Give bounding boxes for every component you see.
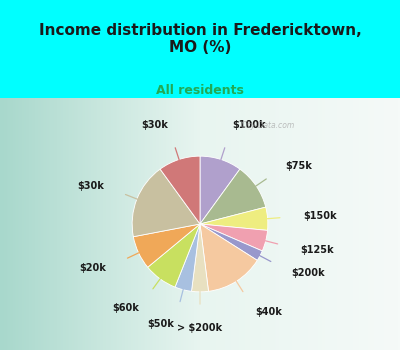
Wedge shape bbox=[200, 224, 257, 291]
Text: $30k: $30k bbox=[77, 181, 104, 191]
Text: $60k: $60k bbox=[112, 303, 139, 313]
Text: $100k: $100k bbox=[232, 120, 266, 131]
Wedge shape bbox=[132, 169, 200, 237]
Wedge shape bbox=[200, 224, 262, 260]
Text: > $200k: > $200k bbox=[178, 323, 222, 332]
Wedge shape bbox=[148, 224, 200, 287]
Wedge shape bbox=[200, 224, 268, 251]
Wedge shape bbox=[160, 156, 200, 224]
Wedge shape bbox=[200, 156, 240, 224]
Text: $75k: $75k bbox=[286, 161, 313, 171]
Text: $150k: $150k bbox=[303, 211, 337, 221]
Text: Income distribution in Fredericktown,
MO (%): Income distribution in Fredericktown, MO… bbox=[39, 23, 361, 56]
Wedge shape bbox=[133, 224, 200, 267]
Text: All residents: All residents bbox=[156, 84, 244, 97]
Text: $125k: $125k bbox=[300, 245, 334, 255]
Text: $40k: $40k bbox=[256, 307, 282, 316]
Wedge shape bbox=[175, 224, 200, 291]
Text: $20k: $20k bbox=[79, 263, 106, 273]
Text: $30k: $30k bbox=[141, 120, 168, 131]
Wedge shape bbox=[200, 207, 268, 230]
Text: City-Data.com: City-Data.com bbox=[241, 120, 295, 130]
Text: $50k: $50k bbox=[147, 320, 174, 329]
Text: $200k: $200k bbox=[292, 267, 325, 278]
Wedge shape bbox=[200, 169, 266, 224]
Wedge shape bbox=[192, 224, 208, 292]
